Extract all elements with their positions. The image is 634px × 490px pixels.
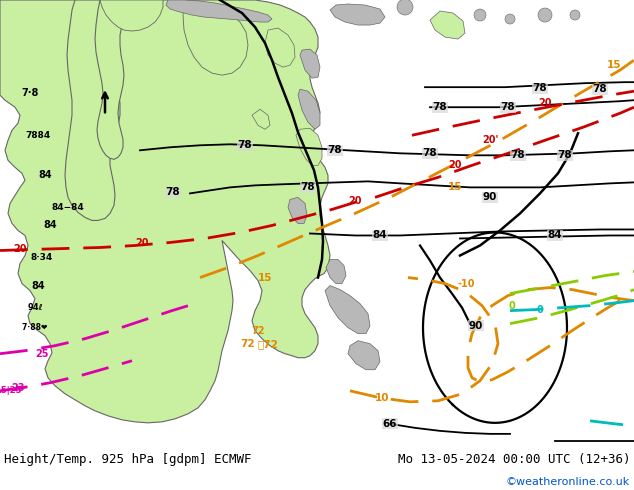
Text: 0: 0: [508, 301, 515, 311]
Text: 84: 84: [38, 171, 52, 180]
Text: 0: 0: [536, 305, 543, 315]
Text: 25: 25: [36, 349, 49, 359]
Polygon shape: [330, 4, 385, 25]
Text: 15|25: 15|25: [0, 386, 22, 395]
Text: 8·34: 8·34: [31, 253, 53, 262]
Text: 7884: 7884: [25, 131, 51, 140]
Text: 66: 66: [383, 419, 398, 429]
Text: 78: 78: [328, 146, 342, 155]
Text: Mo 13-05-2024 00:00 UTC (12+36): Mo 13-05-2024 00:00 UTC (12+36): [398, 453, 630, 466]
Polygon shape: [0, 0, 330, 423]
Circle shape: [397, 0, 413, 15]
Text: 94ℓ: 94ℓ: [27, 303, 43, 312]
Text: ⁲72: ⁲72: [257, 339, 278, 349]
Text: ©weatheronline.co.uk: ©weatheronline.co.uk: [506, 477, 630, 487]
Text: 84: 84: [548, 230, 562, 241]
Text: 20: 20: [448, 160, 462, 171]
Text: 84: 84: [31, 281, 45, 291]
Text: 72: 72: [251, 326, 265, 336]
Polygon shape: [298, 89, 320, 129]
Text: 78: 78: [533, 83, 547, 93]
Circle shape: [505, 14, 515, 24]
Polygon shape: [348, 341, 380, 370]
Text: 84: 84: [43, 220, 57, 230]
Text: 20: 20: [538, 98, 552, 108]
Text: 20: 20: [13, 244, 27, 253]
Text: 78: 78: [593, 84, 607, 94]
Text: 20: 20: [348, 196, 362, 206]
Text: 7·8⁤8❤: 7·8⁤8❤: [22, 323, 48, 332]
Polygon shape: [326, 260, 346, 284]
Polygon shape: [296, 128, 322, 165]
Text: 72: 72: [241, 339, 256, 349]
Text: 78: 78: [501, 102, 515, 112]
Polygon shape: [265, 28, 295, 67]
Polygon shape: [183, 0, 248, 75]
Polygon shape: [325, 286, 370, 334]
Text: 90: 90: [469, 320, 483, 331]
Text: -10: -10: [457, 279, 475, 289]
Circle shape: [538, 8, 552, 22]
Polygon shape: [95, 0, 124, 159]
Text: 78: 78: [511, 150, 526, 160]
Text: 23: 23: [11, 383, 25, 393]
Polygon shape: [166, 0, 272, 22]
Text: 78: 78: [301, 182, 315, 193]
Text: 84−84: 84−84: [51, 203, 84, 212]
Text: 10: 10: [375, 393, 389, 403]
Polygon shape: [288, 197, 307, 223]
Text: 20: 20: [135, 239, 149, 248]
Text: 90: 90: [483, 193, 497, 202]
Text: 78: 78: [238, 140, 252, 150]
Text: 84: 84: [373, 230, 387, 241]
Polygon shape: [252, 109, 270, 129]
Polygon shape: [300, 49, 320, 78]
Text: 15: 15: [607, 60, 621, 70]
Text: 7·8: 7·8: [22, 88, 39, 98]
Circle shape: [474, 9, 486, 21]
Polygon shape: [100, 0, 163, 31]
Circle shape: [570, 10, 580, 20]
Text: Height/Temp. 925 hPa [gdpm] ECMWF: Height/Temp. 925 hPa [gdpm] ECMWF: [4, 453, 252, 466]
Polygon shape: [430, 11, 465, 39]
Text: 78: 78: [432, 102, 448, 112]
Text: 78: 78: [165, 187, 180, 197]
Text: 78: 78: [558, 150, 573, 160]
Text: 15: 15: [258, 272, 272, 283]
Text: 20': 20': [482, 135, 498, 145]
Text: 78: 78: [423, 148, 437, 158]
Text: 15: 15: [448, 182, 462, 193]
Polygon shape: [65, 0, 122, 220]
